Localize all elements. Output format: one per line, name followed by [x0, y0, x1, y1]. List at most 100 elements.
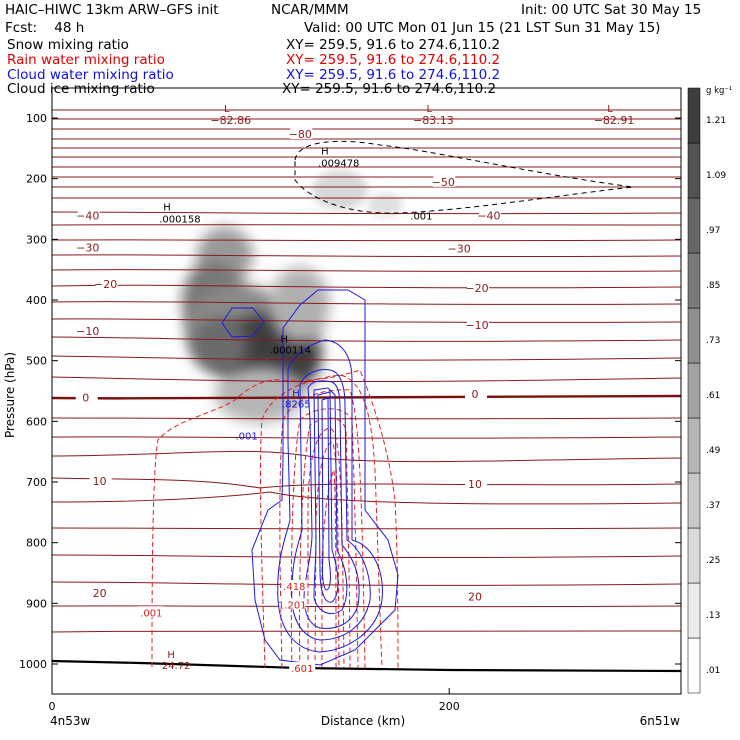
- y-tick-label: 700: [26, 476, 47, 489]
- colorbar-bin: [687, 637, 701, 694]
- temp-contour-label: −30: [448, 243, 471, 256]
- temp-label-bg: [467, 282, 490, 294]
- colorbar-bin: [687, 582, 701, 639]
- low-value: −83.13: [413, 114, 454, 127]
- colorbar-label: .85: [706, 281, 720, 291]
- colorbar-bin: [687, 417, 701, 474]
- secondary-high-marker: H: [280, 334, 288, 345]
- rain-water-label: .001: [140, 608, 162, 619]
- y-tick-label: 400: [26, 294, 47, 307]
- valid-time: Valid: 00 UTC Mon 01 Jun 15 (21 LST Sun …: [304, 20, 661, 36]
- temp-label-bg: [75, 391, 98, 403]
- y-tick-label: 900: [26, 597, 47, 610]
- temp-label-bg: [95, 277, 118, 289]
- temp-contour-label: 10: [468, 478, 482, 491]
- field-label-snow: Snow mixing ratio: [7, 37, 129, 53]
- cloud-water-max-value: .8265: [282, 399, 311, 410]
- field-label-cloud-water: Cloud water mixing ratio: [7, 67, 174, 83]
- temp-label-bg: [465, 388, 488, 400]
- temp-label-bg: [465, 478, 488, 490]
- colorbar-label: .37: [706, 501, 720, 511]
- temp-contour-label: −30: [76, 241, 99, 254]
- x-axis: 0 200: [49, 688, 460, 713]
- snow-max-value: .000158: [159, 214, 200, 225]
- colorbar-bin: [687, 527, 701, 584]
- rain-label-bg: [281, 580, 308, 592]
- temperature-contours: [52, 109, 681, 633]
- colorbar-label: .13: [706, 611, 720, 621]
- temp-label-bg: [89, 587, 112, 599]
- temp-contour-label: −10: [76, 325, 99, 338]
- y-tick-label: 500: [26, 355, 47, 368]
- colorbar-bin: [687, 362, 701, 419]
- low-value: −82.86: [210, 114, 251, 127]
- plot-frame: [51, 87, 682, 695]
- temp-contour-label: −40: [76, 209, 99, 222]
- temp-label-bg: [467, 319, 490, 331]
- field-label-rain: Rain water mixing ratio: [7, 52, 165, 68]
- colorbar-bin: [687, 252, 701, 309]
- colorbar-label: 1.09: [706, 171, 726, 181]
- colorbar-label: 1.21: [706, 116, 726, 126]
- rain-label-bg: [279, 598, 306, 610]
- forecast-hour: Fcst: 48 h: [5, 20, 85, 36]
- colorbar-label: .73: [706, 336, 720, 346]
- temp-contour-label: 20: [93, 587, 107, 600]
- xy-rain: XY= 259.5, 91.6 to 274.6,110.2: [286, 52, 501, 68]
- temp-label-bg: [465, 590, 488, 602]
- x-end-label-right: 6n51w: [640, 714, 681, 728]
- y-tick-label: 100: [26, 112, 47, 125]
- temp-label-bg: [77, 209, 100, 221]
- colorbar-label: .49: [706, 446, 721, 456]
- y-tick-label: 600: [26, 415, 47, 428]
- temp-label-bg: [77, 325, 100, 337]
- colorbar-label: .25: [706, 556, 720, 566]
- cloud-water-label: .001: [235, 432, 257, 443]
- low-value: −82.91: [594, 114, 635, 127]
- cloud-ice-max-value: .009478: [318, 159, 359, 170]
- rain-water-label: .418: [283, 582, 305, 593]
- xy-snow: XY= 259.5, 91.6 to 274.6,110.2: [286, 37, 501, 53]
- x-axis-title: Distance (km): [321, 714, 405, 728]
- colorbar-unit: g kg⁻¹: [706, 86, 732, 96]
- colorbar-bin: [687, 307, 701, 364]
- temp-label-bg: [449, 242, 472, 254]
- xy-cloud-water: XY= 259.5, 91.6 to 274.6,110.2: [286, 67, 501, 83]
- org-label: NCAR/MMM: [271, 2, 349, 18]
- temp-contour-label: −20: [94, 278, 117, 291]
- high-marker: H: [167, 650, 175, 661]
- temp-label-bg: [478, 209, 501, 221]
- temp-label-bg: [89, 475, 112, 486]
- rain-label-bg: [289, 662, 316, 674]
- y-tick-label: 200: [26, 173, 47, 186]
- snow-shading: [182, 170, 403, 423]
- temp-label-bg: [433, 175, 456, 187]
- temp-contour-label: −40: [477, 209, 500, 222]
- x-end-label-left: 4n53w: [50, 714, 91, 728]
- cloud-ice-label: .001: [410, 211, 432, 222]
- y-tick-label: 800: [26, 537, 47, 550]
- rain-water-label: .601: [291, 664, 313, 675]
- colorbar-bin: [687, 197, 701, 254]
- temp-contour-label: 10: [93, 475, 107, 488]
- colorbar-bin: [687, 142, 701, 199]
- rain-water-label: 1.201: [278, 600, 307, 611]
- colorbar: .01 .13 .25 .37 .49 .61 .73 .85 .97 1.09 1.21: [687, 87, 726, 694]
- low-marker: L: [427, 104, 433, 115]
- temp-contour-label: 0: [82, 391, 89, 404]
- temp-contour-label: 0: [472, 388, 479, 401]
- low-marker: L: [607, 104, 613, 115]
- cloud-ice-contour: [294, 140, 634, 214]
- temp-label-bg: [77, 241, 100, 253]
- snow-high-marker: H: [163, 202, 171, 213]
- xy-cloud-ice: XY= 259.5, 91.6 to 274.6,110.2: [282, 81, 497, 97]
- colorbar-bin: [687, 472, 701, 529]
- cloud-water-high-marker: H: [292, 388, 300, 399]
- temp-contour-label: 20: [468, 590, 482, 603]
- contour-annotations: −80 −50 −40 −40 −30 −30 −20 −20 −10 −10 0 0 10 10 20 20…: [75, 104, 635, 675]
- temp-label-bg: [290, 127, 313, 139]
- x-tick-label: 200: [439, 700, 460, 713]
- y-axis-title: Pressure (hPa): [3, 352, 17, 438]
